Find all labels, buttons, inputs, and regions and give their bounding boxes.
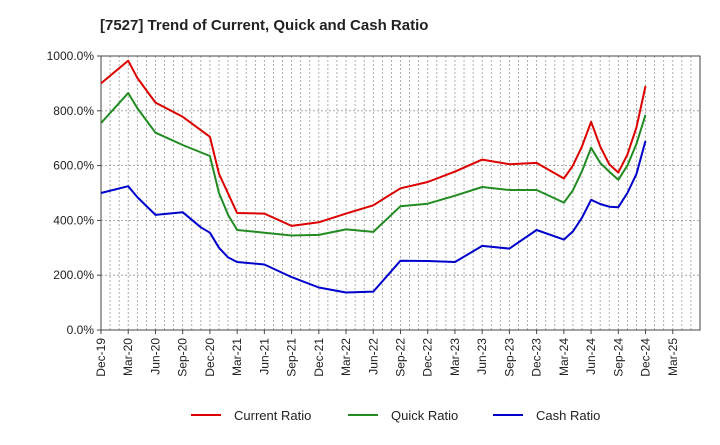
- legend-label: Quick Ratio: [391, 408, 458, 423]
- y-tick-label: 200.0%: [53, 268, 94, 282]
- x-tick-label: Jun-24: [584, 338, 598, 375]
- x-tick-label: Jun-20: [148, 338, 162, 375]
- x-tick-label: Sep-21: [285, 338, 299, 377]
- x-tick-label: Sep-22: [394, 338, 408, 377]
- grid: [101, 55, 700, 330]
- y-tick-label: 0.0%: [67, 323, 95, 337]
- legend-label: Cash Ratio: [536, 408, 600, 423]
- axes: 0.0% 200.0% 400.0% 600.0% 800.0% 1000.0% Dec-1…: [47, 49, 701, 377]
- legend-label: Current Ratio: [234, 408, 311, 423]
- x-tick-label: Dec-24: [639, 338, 653, 377]
- legend: Current Ratio Quick Ratio Cash Ratio: [191, 408, 600, 423]
- series-lines: [100, 59, 647, 294]
- x-tick-label: Dec-20: [203, 338, 217, 377]
- x-tick-label: Sep-24: [611, 338, 625, 377]
- x-tick-label: Sep-20: [176, 338, 190, 377]
- y-tick-label: 600.0%: [53, 159, 94, 173]
- y-tick-label: 400.0%: [53, 213, 94, 227]
- series-line-current-ratio: [100, 59, 647, 227]
- x-tick-label: Mar-23: [448, 338, 462, 376]
- x-tick-label: Mar-22: [339, 338, 353, 376]
- x-tick-label: Mar-24: [557, 338, 571, 376]
- x-tick-label: Dec-23: [530, 338, 544, 377]
- series-line-quick-ratio: [100, 92, 647, 237]
- x-tick-label: Dec-22: [421, 338, 435, 377]
- x-tick-label: Mar-25: [666, 338, 680, 376]
- x-tick-label: Mar-20: [121, 338, 135, 376]
- x-tick-label: Jun-22: [366, 338, 380, 375]
- chart-title: [7527] Trend of Current, Quick and Cash …: [100, 17, 428, 34]
- x-tick-label: Sep-23: [502, 338, 516, 377]
- x-tick-label: Jun-23: [475, 338, 489, 375]
- y-tick-label: 800.0%: [53, 104, 94, 118]
- x-tick-label: Jun-21: [257, 338, 271, 375]
- series-line-cash-ratio: [100, 140, 647, 294]
- x-tick-label: Dec-21: [312, 338, 326, 377]
- x-tick-label: Dec-19: [94, 338, 108, 377]
- y-tick-label: 1000.0%: [47, 49, 95, 63]
- x-tick-label: Mar-21: [230, 338, 244, 376]
